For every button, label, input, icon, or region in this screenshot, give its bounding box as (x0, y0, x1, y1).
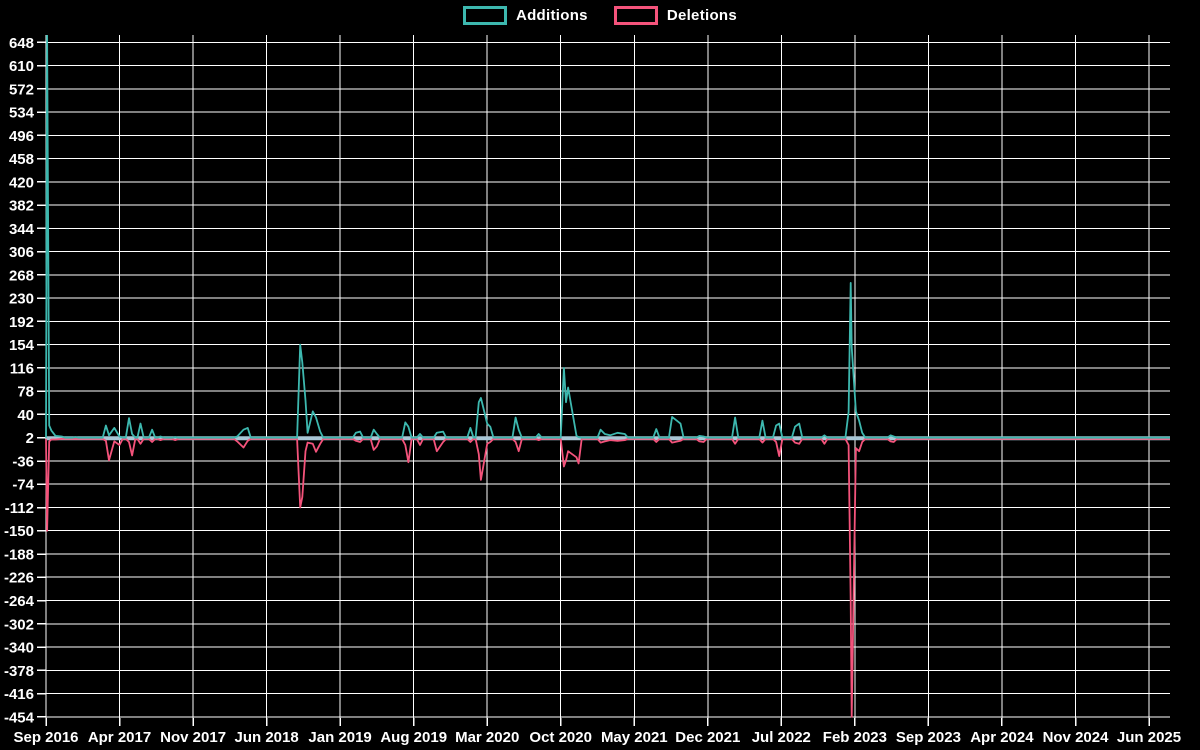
y-axis-label: 154 (9, 337, 35, 354)
deletions-line (45, 438, 1170, 718)
x-axis-label: May 2021 (601, 729, 668, 746)
x-axis-label: Sep 2023 (896, 729, 961, 746)
y-axis-label: -226 (4, 570, 34, 587)
x-axis-label: Jul 2022 (752, 729, 811, 746)
x-axis-label: Jun 2025 (1117, 729, 1181, 746)
x-axis-label: Mar 2020 (455, 729, 519, 746)
x-axis-label: Oct 2020 (529, 729, 592, 746)
x-axis-label: Dec 2021 (675, 729, 740, 746)
y-axis-label: 344 (9, 221, 35, 238)
y-axis-label: 268 (9, 267, 34, 284)
y-axis-label: -416 (4, 686, 34, 703)
y-axis-label: -264 (4, 593, 35, 610)
y-axis-label: -340 (4, 640, 34, 657)
y-axis-label: -74 (12, 477, 34, 494)
x-axis-label: Sep 2016 (13, 729, 78, 746)
y-axis-label: 420 (9, 174, 34, 191)
x-axis-label: Jun 2018 (234, 729, 298, 746)
y-axis-label: 534 (9, 105, 35, 122)
y-axis-label: 572 (9, 81, 34, 98)
y-axis-label: 2 (26, 430, 34, 447)
y-axis-label: 230 (9, 291, 34, 308)
y-axis-label: -378 (4, 663, 34, 680)
x-axis-label: Apr 2017 (88, 729, 151, 746)
y-axis-label: 192 (9, 314, 34, 331)
additions-swatch-icon (462, 6, 507, 25)
deletions-swatch-icon (613, 6, 658, 25)
x-axis-label: Nov 2024 (1043, 729, 1110, 746)
y-axis-label: 116 (10, 360, 34, 377)
y-axis-label: 40 (17, 407, 34, 424)
y-axis-label: 496 (9, 128, 34, 145)
additions-line (45, 35, 1170, 439)
y-axis-label: 648 (9, 35, 34, 52)
x-axis-label: Nov 2017 (160, 729, 226, 746)
legend-label-deletions: Deletions (666, 7, 738, 24)
y-axis-label: -188 (4, 546, 34, 563)
legend: Additions Deletions (0, 6, 1200, 25)
x-axis-label: Apr 2024 (970, 729, 1034, 746)
y-axis-label: -454 (4, 709, 35, 726)
y-axis-label: 306 (9, 244, 34, 261)
y-axis-label: 78 (17, 384, 34, 401)
legend-item-additions[interactable]: Additions (462, 6, 588, 25)
y-axis-label: 610 (9, 58, 34, 75)
y-axis-label: -150 (4, 523, 34, 540)
x-axis-label: Aug 2019 (380, 729, 447, 746)
y-axis-label: 458 (9, 151, 34, 168)
y-axis-label: -302 (4, 616, 34, 633)
x-axis-label: Jan 2019 (308, 729, 371, 746)
y-axis-label: -36 (12, 453, 34, 470)
y-axis-label: -112 (5, 500, 34, 517)
x-axis-label: Feb 2023 (823, 729, 887, 746)
legend-label-additions: Additions (515, 7, 588, 24)
legend-item-deletions[interactable]: Deletions (613, 6, 738, 25)
y-axis-label: 382 (9, 198, 34, 215)
